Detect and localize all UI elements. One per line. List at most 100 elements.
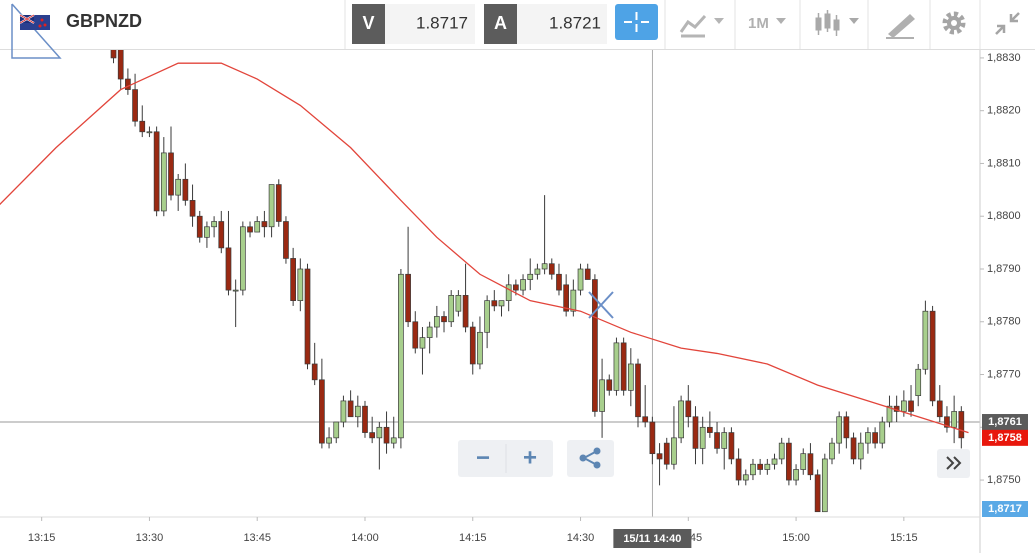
crosshair-button[interactable]: [615, 4, 658, 40]
candle-body: [520, 279, 526, 291]
candle-body: [347, 400, 354, 418]
collapse-button[interactable]: [995, 12, 1020, 35]
crosshair-tag: [613, 529, 692, 548]
symbol-icon: [11, 3, 62, 59]
candle-body: [814, 474, 821, 513]
bid-tag: [982, 501, 1028, 517]
candle-body: [613, 342, 620, 391]
indicator-button[interactable]: [815, 10, 859, 36]
candle-body: [778, 442, 785, 460]
candle-body: [872, 432, 878, 444]
candle-body: [764, 463, 771, 470]
candle-body: [829, 442, 835, 460]
candle-body: [448, 295, 455, 323]
zoom-in[interactable]: +: [523, 444, 537, 471]
bid-tag-label: 1,8717: [988, 503, 1022, 515]
candle-body: [742, 474, 749, 481]
candle-body: [620, 342, 627, 391]
x-tick-label: 15:00: [782, 532, 810, 544]
candle-body: [513, 284, 519, 291]
candle-body: [786, 442, 792, 481]
candle-body: [692, 416, 699, 449]
candle-body: [268, 184, 275, 228]
candle-body: [951, 411, 957, 428]
candle-body: [160, 152, 167, 212]
candle-body: [491, 300, 498, 307]
candle-body: [944, 416, 950, 428]
candle-body: [807, 453, 814, 476]
sell-label[interactable]: V: [362, 13, 374, 33]
candle-body: [340, 400, 347, 423]
candle-body: [699, 426, 706, 449]
candle-body: [556, 273, 562, 291]
candle-body: [311, 363, 318, 381]
crosshair-tag-label: 15/11 14:40: [623, 533, 681, 545]
candle-body: [275, 184, 282, 222]
drawing-button[interactable]: [886, 14, 915, 39]
candle-body: [592, 279, 598, 412]
candle-body: [204, 226, 210, 238]
candle-body: [793, 469, 799, 481]
y-tick-label: 1,8830: [987, 52, 1021, 64]
candle-body: [656, 453, 663, 460]
zoom-out[interactable]: −: [476, 444, 490, 471]
candle-body: [232, 289, 239, 292]
candle-body: [857, 442, 864, 460]
y-tick-label: 1,8770: [987, 368, 1021, 380]
candle-body: [498, 300, 505, 307]
plot-area: [0, 50, 980, 517]
buy-label[interactable]: A: [494, 13, 507, 33]
candle-body: [283, 221, 289, 259]
candle-body: [326, 437, 332, 444]
scroll-end-button[interactable]: [937, 449, 970, 478]
candle-body: [153, 131, 160, 212]
share-button[interactable]: [567, 440, 614, 477]
candle-body: [383, 426, 390, 444]
sell-price[interactable]: 1.8717: [416, 13, 468, 32]
y-tick-label: 1,8790: [987, 263, 1021, 275]
sell-button[interactable]: V 1.8717: [352, 4, 475, 44]
chart-type-button[interactable]: [679, 14, 724, 38]
price-tag: [982, 414, 1028, 431]
candle-body: [671, 437, 677, 465]
candle-body: [390, 437, 397, 444]
candle-body: [757, 463, 763, 470]
x-tick-label: 13:45: [243, 532, 271, 544]
candle-body: [908, 400, 914, 412]
candle-body: [419, 337, 426, 349]
y-tick-label: 1,8810: [987, 157, 1021, 169]
candle-body: [527, 273, 534, 280]
settings-button[interactable]: [942, 11, 966, 35]
candle-body: [929, 310, 936, 402]
timeframe-button[interactable]: 1M: [748, 15, 786, 32]
candle-body: [398, 273, 404, 439]
y-tick-label: 1,8820: [987, 105, 1021, 117]
candle-body: [570, 289, 577, 312]
candle-body: [297, 268, 304, 301]
candle-body: [663, 442, 670, 465]
candle-body: [117, 50, 124, 80]
axes: 1,87501,87601,87701,87801,87901,88001,88…: [28, 52, 1028, 548]
candle-body: [254, 221, 261, 233]
price-tag-label: 1,8761: [988, 416, 1022, 428]
buy-button[interactable]: A 1.8721: [484, 4, 607, 44]
candle-body: [110, 50, 117, 59]
candle-body: [477, 331, 483, 365]
candle-body: [412, 321, 419, 349]
candle-body: [548, 263, 555, 275]
candle-body: [606, 379, 613, 391]
candle-body: [304, 268, 311, 365]
candle-body: [362, 405, 368, 433]
candle-body: [584, 268, 591, 280]
y-tick-label: 1,8800: [987, 210, 1021, 222]
candle-body: [433, 316, 440, 328]
candle-body: [771, 458, 778, 465]
candle-body: [836, 416, 843, 444]
buy-price[interactable]: 1.8721: [549, 13, 601, 32]
candle-body: [850, 437, 857, 460]
candle-body: [333, 421, 340, 439]
candle-body: [175, 178, 182, 196]
timeframe[interactable]: 1M: [748, 15, 769, 32]
candle-body: [426, 326, 433, 338]
candle-body: [958, 411, 965, 439]
